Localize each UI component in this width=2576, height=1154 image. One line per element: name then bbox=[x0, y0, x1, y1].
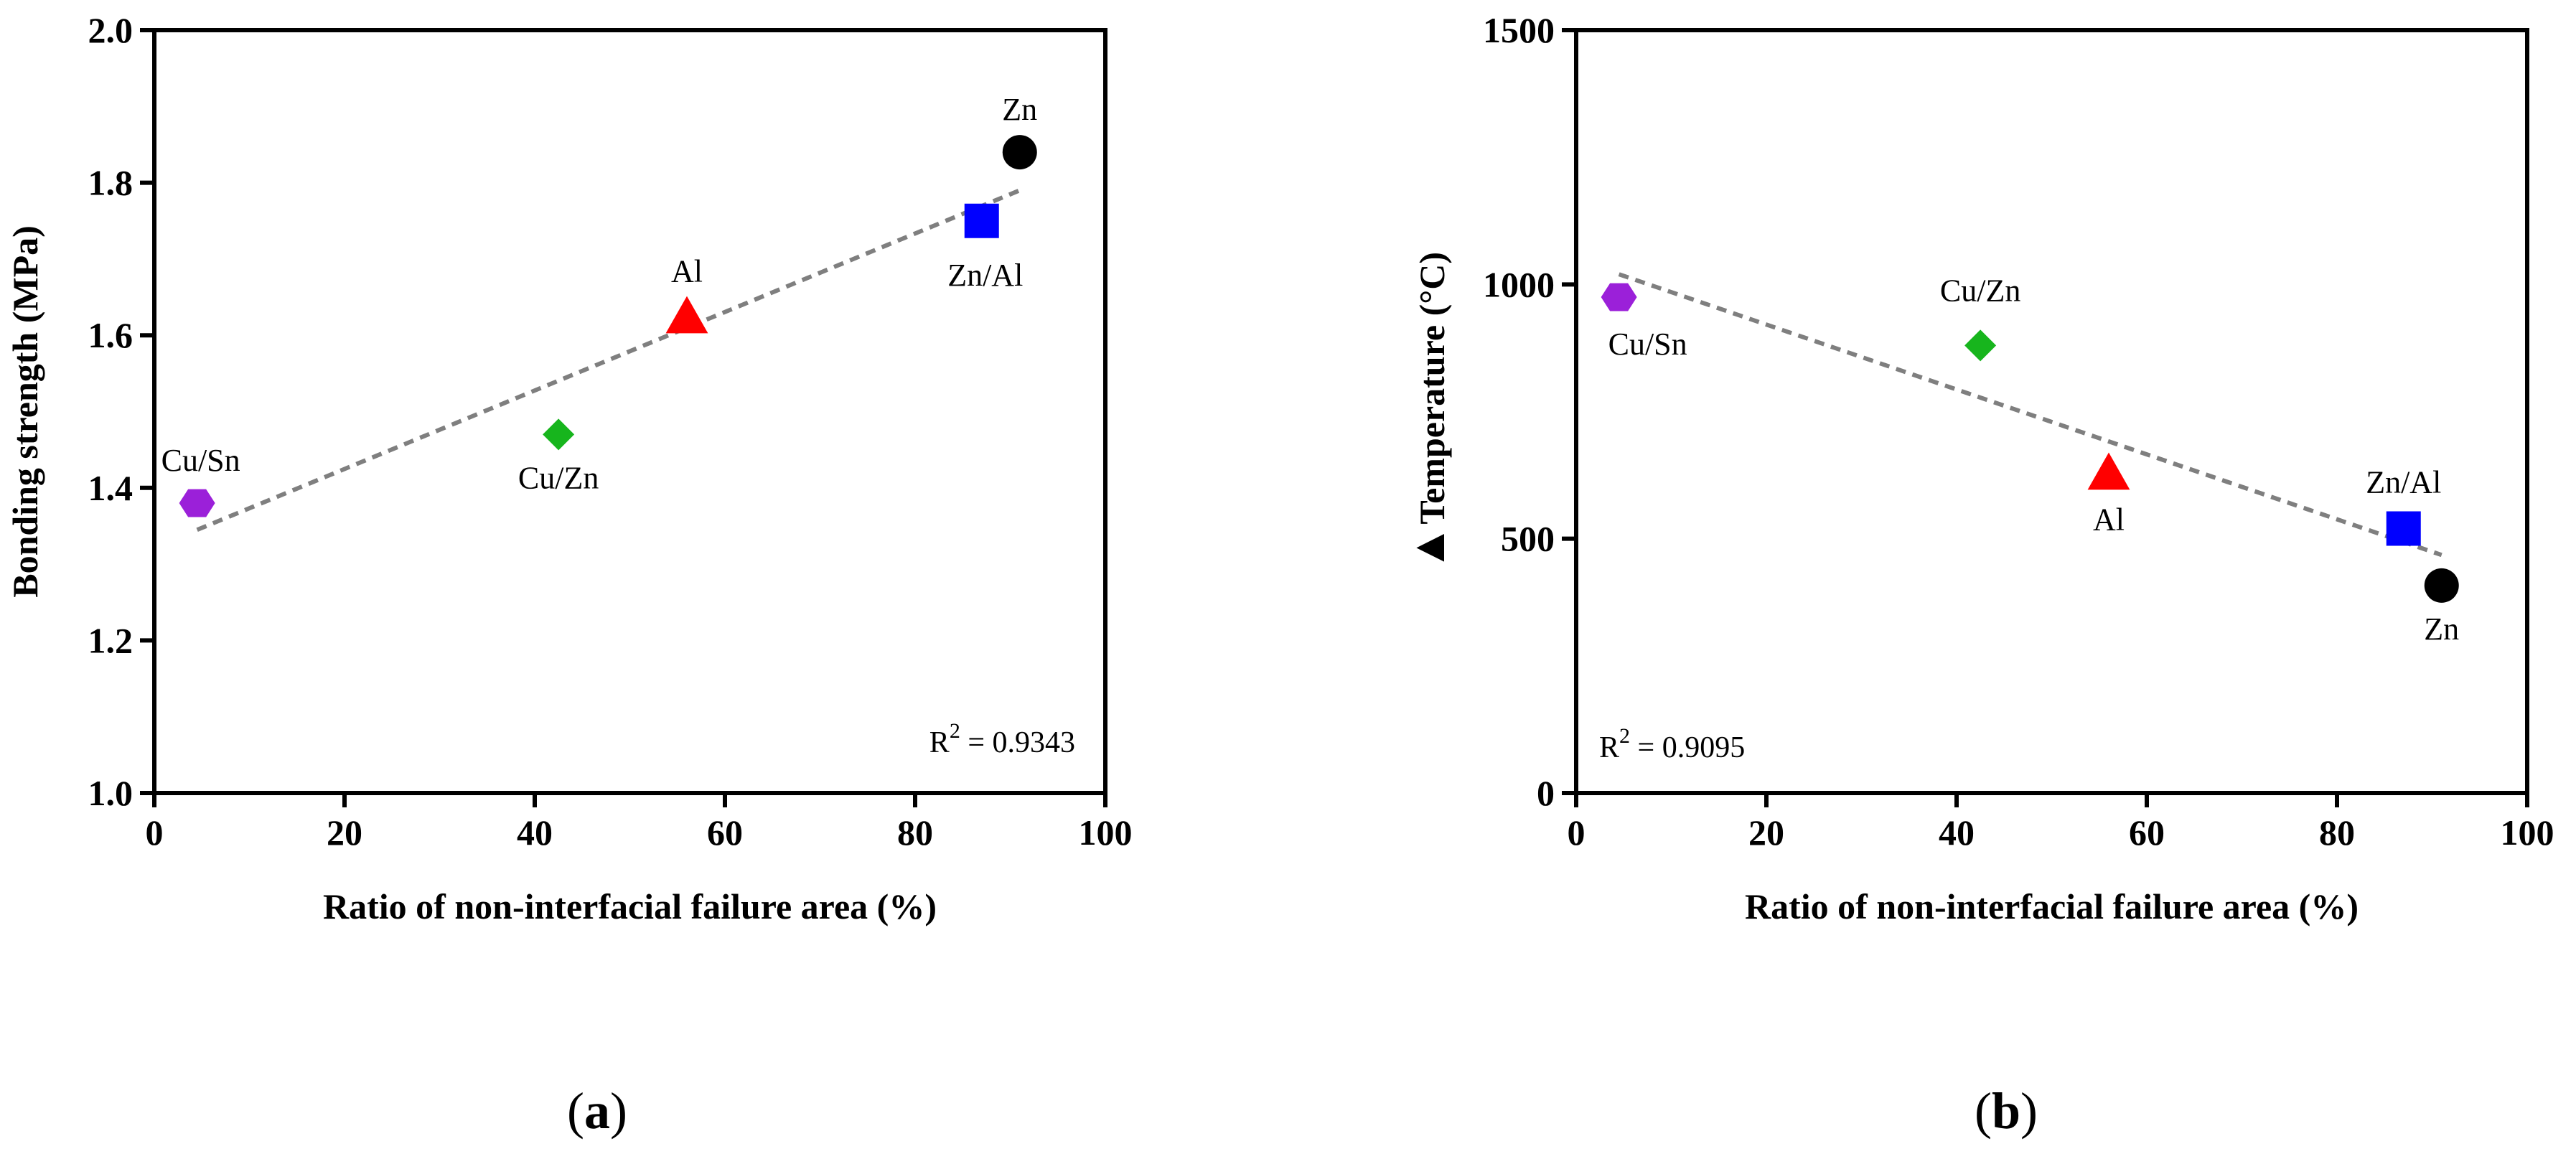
point-al-marker bbox=[665, 296, 708, 334]
r-squared-label: R2 = 0.9343 bbox=[929, 719, 1075, 759]
r-squared-symbol: R bbox=[929, 726, 950, 759]
point-label: Cu/Sn bbox=[161, 443, 240, 478]
panel-label-open-paren: ( bbox=[1975, 1082, 1992, 1140]
x-tick-label: 100 bbox=[2501, 812, 2554, 853]
x-tick-label: 80 bbox=[2319, 812, 2355, 853]
r-squared-value: = 0.9343 bbox=[960, 726, 1075, 759]
y-axis-title: Bonding strength (MPa) bbox=[5, 225, 45, 598]
point-label: Cu/Zn bbox=[518, 460, 599, 495]
point-label: Al bbox=[2093, 502, 2125, 538]
y-tick-label: 1500 bbox=[1483, 10, 1555, 50]
x-tick-label: 0 bbox=[146, 812, 164, 853]
x-tick-label: 80 bbox=[897, 812, 933, 853]
x-tick-label: 40 bbox=[1939, 812, 1975, 853]
point-zn-marker bbox=[2424, 568, 2459, 603]
r-squared-superscript: 2 bbox=[1619, 724, 1630, 748]
panel-label: (b) bbox=[1975, 1082, 2038, 1140]
y-axis-title-text: Bonding strength (MPa) bbox=[5, 225, 45, 598]
panel-label-close-paren: ) bbox=[610, 1082, 627, 1140]
point-al-marker bbox=[2087, 452, 2130, 490]
y-tick-label: 1000 bbox=[1483, 264, 1555, 304]
panel-a-chart: 0 20 40 60 80 100 1.0 1.2 1.4 1.6 1.8 2.0 Ratio of n… bbox=[5, 10, 1133, 1140]
x-tick-label: 100 bbox=[1079, 812, 1133, 853]
point-label: Zn bbox=[1002, 92, 1037, 127]
y-axis-title-text: Temperature (°C) bbox=[1412, 252, 1452, 525]
point-cu-zn-marker bbox=[543, 418, 575, 451]
y-axis-title-prefix: ▲ bbox=[1402, 525, 1455, 571]
x-tick-label: 60 bbox=[707, 812, 743, 853]
x-tick-label: 40 bbox=[517, 812, 553, 853]
x-axis-title: Ratio of non-interfacial failure area (%… bbox=[1745, 886, 2359, 927]
r-squared-superscript: 2 bbox=[950, 719, 960, 743]
panel-label-letter: b bbox=[1992, 1082, 2020, 1140]
point-cu-zn-marker bbox=[1964, 329, 1997, 362]
point-zn-marker bbox=[1002, 135, 1037, 170]
point-label: Zn/Al bbox=[2366, 464, 2441, 499]
y-tick-label: 1.0 bbox=[88, 773, 134, 813]
point-cu-sn-marker bbox=[179, 489, 215, 517]
point-zn-al-marker bbox=[2386, 511, 2421, 546]
y-tick-label: 0 bbox=[1537, 773, 1555, 813]
panel-label: (a) bbox=[567, 1082, 627, 1140]
x-tick-label: 60 bbox=[2129, 812, 2165, 853]
r-squared-label: R2 = 0.9095 bbox=[1599, 724, 1745, 764]
x-axis-title: Ratio of non-interfacial failure area (%… bbox=[323, 886, 937, 927]
fit-line bbox=[196, 188, 1021, 533]
panel-label-close-paren: ) bbox=[2020, 1082, 2038, 1140]
x-tick-label: 20 bbox=[327, 812, 362, 853]
point-cu-sn-marker bbox=[1601, 283, 1637, 311]
panel-label-open-paren: ( bbox=[567, 1082, 584, 1140]
y-tick-label: 1.4 bbox=[88, 468, 134, 508]
point-label: Cu/Sn bbox=[1608, 327, 1687, 362]
y-tick-label: 1.2 bbox=[88, 620, 134, 660]
x-tick-label: 20 bbox=[1748, 812, 1784, 853]
x-tick-label: 0 bbox=[1568, 812, 1586, 853]
y-tick-label: 1.6 bbox=[88, 315, 134, 355]
y-tick-label: 500 bbox=[1501, 519, 1555, 559]
point-label: Zn bbox=[2424, 611, 2459, 647]
r-squared-value: = 0.9095 bbox=[1630, 731, 1745, 764]
panel-label-letter: a bbox=[584, 1082, 610, 1140]
point-label: Zn/Al bbox=[947, 258, 1023, 293]
point-label: Al bbox=[671, 254, 703, 289]
fit-line bbox=[1618, 272, 2442, 558]
y-tick-label: 2.0 bbox=[88, 10, 134, 50]
point-zn-al-marker bbox=[964, 203, 999, 238]
y-axis-title: ▲Temperature (°C) bbox=[1402, 252, 1455, 571]
r-squared-symbol: R bbox=[1599, 731, 1619, 764]
point-label: Cu/Zn bbox=[1940, 273, 2020, 308]
y-tick-label: 1.8 bbox=[88, 163, 134, 203]
